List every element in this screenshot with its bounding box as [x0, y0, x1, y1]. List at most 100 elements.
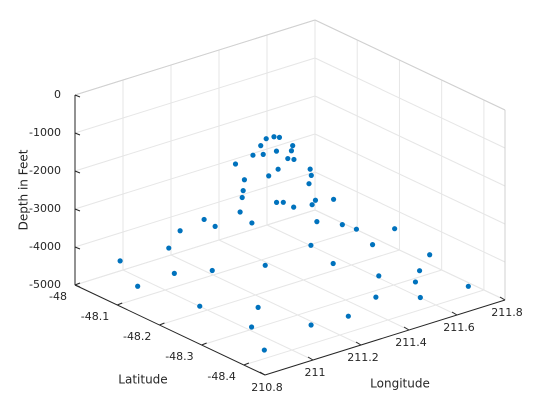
- grid-line: [170, 254, 362, 346]
- point: [369, 242, 376, 248]
- z-tick-label: 0: [54, 88, 61, 101]
- point: [262, 262, 268, 268]
- tick-mark: [74, 132, 81, 136]
- point: [417, 294, 423, 301]
- point: [212, 223, 218, 229]
- x-tick-label: 211.8: [491, 306, 523, 319]
- y-tick-label: -48.3: [165, 350, 193, 363]
- tick-mark: [74, 208, 81, 212]
- point: [232, 161, 239, 167]
- point: [273, 148, 280, 154]
- y-tick-label: -48.1: [81, 310, 109, 323]
- grid-line: [266, 224, 458, 316]
- point: [255, 304, 261, 310]
- grid-line: [159, 249, 400, 326]
- point: [309, 202, 315, 208]
- x-tick-label: 211.4: [395, 336, 427, 349]
- point: [308, 172, 314, 178]
- box-edge: [74, 19, 316, 96]
- point: [339, 222, 345, 228]
- y-tick-label: -48: [49, 290, 67, 303]
- grid-line: [74, 171, 316, 248]
- z-tick-label: -2000: [29, 164, 61, 177]
- point: [201, 216, 207, 223]
- point: [373, 294, 379, 300]
- point: [280, 199, 286, 205]
- grid-line: [74, 57, 316, 134]
- grid-line: [218, 239, 410, 331]
- point: [288, 148, 295, 154]
- point: [261, 347, 267, 353]
- y-tick-label: -48.4: [207, 370, 235, 383]
- point: [308, 242, 314, 248]
- x-tick-label: 211: [305, 366, 326, 379]
- point: [306, 181, 312, 187]
- tick-mark: [159, 322, 165, 326]
- point: [427, 252, 433, 258]
- tick-mark: [74, 94, 81, 98]
- x-tick-label: 211.2: [347, 351, 379, 364]
- tick-mark: [355, 341, 362, 346]
- point: [258, 143, 264, 149]
- point: [353, 226, 360, 232]
- point: [117, 258, 123, 264]
- point: [239, 194, 245, 201]
- point: [273, 199, 280, 205]
- point: [209, 267, 215, 274]
- point: [308, 322, 314, 328]
- point: [241, 177, 248, 183]
- tick-mark: [243, 362, 250, 366]
- grid-line: [201, 269, 442, 346]
- point: [330, 260, 336, 267]
- z-tick-label: -1000: [29, 126, 61, 139]
- grid-line: [74, 95, 316, 172]
- grid-line: [314, 209, 506, 301]
- grid-line: [74, 209, 316, 286]
- tick-mark: [74, 282, 81, 286]
- point: [376, 273, 382, 279]
- point: [285, 155, 291, 162]
- point: [416, 268, 423, 274]
- y-tick-label: -48.2: [123, 330, 151, 343]
- point: [465, 283, 471, 289]
- axis-line: [264, 299, 506, 376]
- point: [249, 220, 255, 226]
- tick-mark: [307, 356, 314, 361]
- point: [290, 143, 296, 149]
- point: [250, 152, 256, 158]
- z-axis-label: Depth in Feet: [17, 149, 31, 230]
- point: [412, 279, 419, 285]
- point: [166, 245, 172, 251]
- tick-mark: [499, 296, 506, 301]
- grid-line: [314, 95, 506, 187]
- point: [291, 156, 297, 163]
- tick-mark: [403, 326, 410, 331]
- point: [291, 204, 297, 210]
- point: [135, 283, 141, 289]
- point: [345, 313, 351, 319]
- point: [271, 134, 277, 140]
- point: [314, 219, 320, 225]
- grid-line: [243, 289, 485, 366]
- point: [307, 166, 313, 172]
- box-edge: [314, 19, 506, 111]
- tick-mark: [74, 170, 81, 174]
- x-axis-label: Longitude: [370, 377, 430, 391]
- point: [171, 270, 177, 276]
- tick-mark: [201, 342, 207, 346]
- axis-line: [74, 284, 266, 376]
- point: [197, 303, 203, 309]
- grid-line: [74, 133, 316, 210]
- point: [237, 209, 243, 215]
- point: [240, 188, 246, 194]
- point: [248, 324, 255, 330]
- point: [312, 197, 319, 203]
- point: [266, 173, 272, 179]
- z-tick-label: -3000: [29, 202, 61, 215]
- point: [263, 136, 269, 142]
- grid-line: [314, 171, 506, 263]
- tick-mark: [74, 246, 81, 250]
- grid-line: [117, 229, 358, 306]
- point: [276, 134, 283, 140]
